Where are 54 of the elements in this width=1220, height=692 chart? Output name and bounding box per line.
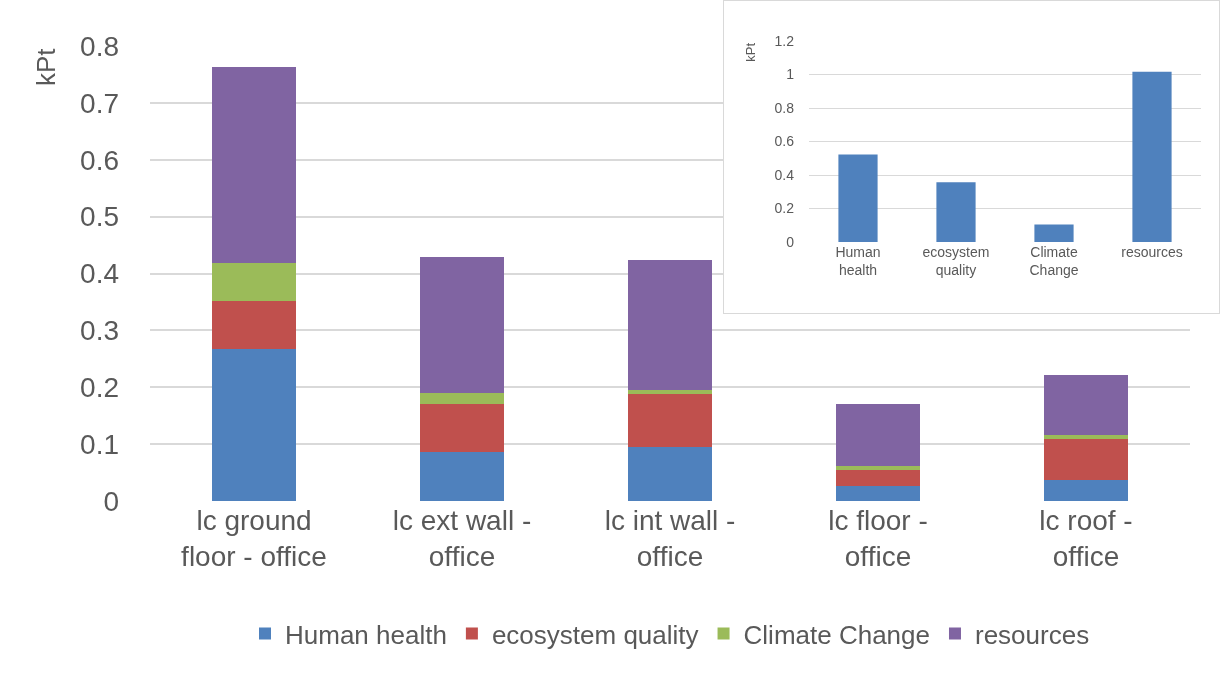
y-tick-label: 0.2	[774, 200, 795, 217]
x-tick-label: lc ext wall - office	[392, 505, 532, 573]
y-tick-label: 0.5	[80, 201, 119, 233]
bar	[1132, 71, 1172, 242]
bar	[420, 392, 504, 404]
y-tick-label: 0.3	[80, 315, 119, 347]
y-axis-title: kPt	[31, 47, 61, 86]
x-tick-label: Human health	[835, 244, 881, 279]
y-tick-label: 0.7	[80, 87, 119, 119]
x-tick-label: lc int wall - office	[604, 505, 736, 573]
y-axis-title: kPt	[742, 42, 758, 62]
x-tick-label: resources	[1121, 244, 1183, 260]
y-tick-label: 0.8	[80, 30, 119, 62]
bar	[420, 403, 504, 452]
bar	[1044, 479, 1128, 501]
bar	[838, 154, 878, 242]
bar	[1044, 375, 1128, 436]
bar	[628, 446, 712, 501]
y-tick-label: 0.6	[80, 144, 119, 176]
y-tick-label: 0.4	[80, 258, 119, 290]
x-tick-label: lc floor - office	[828, 505, 928, 573]
bar	[836, 466, 920, 470]
y-tick-label: 0.6	[774, 133, 795, 150]
bar	[212, 67, 296, 263]
x-tick-label: lc ground floor - office	[181, 505, 327, 573]
bar	[628, 394, 712, 447]
y-tick-label: 0.4	[774, 166, 795, 183]
bar	[836, 486, 920, 501]
legend-label: Climate Change	[743, 619, 930, 650]
legend-label: ecosystem quality	[491, 619, 699, 650]
x-tick-label: Climate Change	[1029, 244, 1079, 279]
x-tick-label: lc roof - office	[1039, 505, 1133, 573]
x-tick-label: ecosystem quality	[922, 244, 990, 279]
bar	[936, 182, 976, 242]
bar	[628, 259, 712, 390]
y-tick-label: 0.2	[80, 372, 119, 404]
y-tick-label: 1.2	[774, 32, 795, 49]
y-tick-label: 1	[786, 66, 795, 83]
bar	[836, 469, 920, 487]
y-tick-label: 0	[103, 485, 119, 517]
bar	[1044, 439, 1128, 480]
y-tick-label: 0	[786, 233, 795, 250]
bar	[836, 404, 920, 467]
bar	[1034, 224, 1074, 242]
bar	[420, 451, 504, 501]
legend-label: resources	[974, 619, 1090, 650]
bar	[212, 348, 296, 501]
y-tick-label: 0.1	[80, 428, 119, 460]
legend-label: Human health	[285, 619, 447, 650]
y-tick-label: 0.8	[774, 99, 795, 116]
bar	[212, 262, 296, 301]
bar	[212, 300, 296, 349]
bar	[420, 257, 504, 393]
bar	[1044, 435, 1128, 440]
